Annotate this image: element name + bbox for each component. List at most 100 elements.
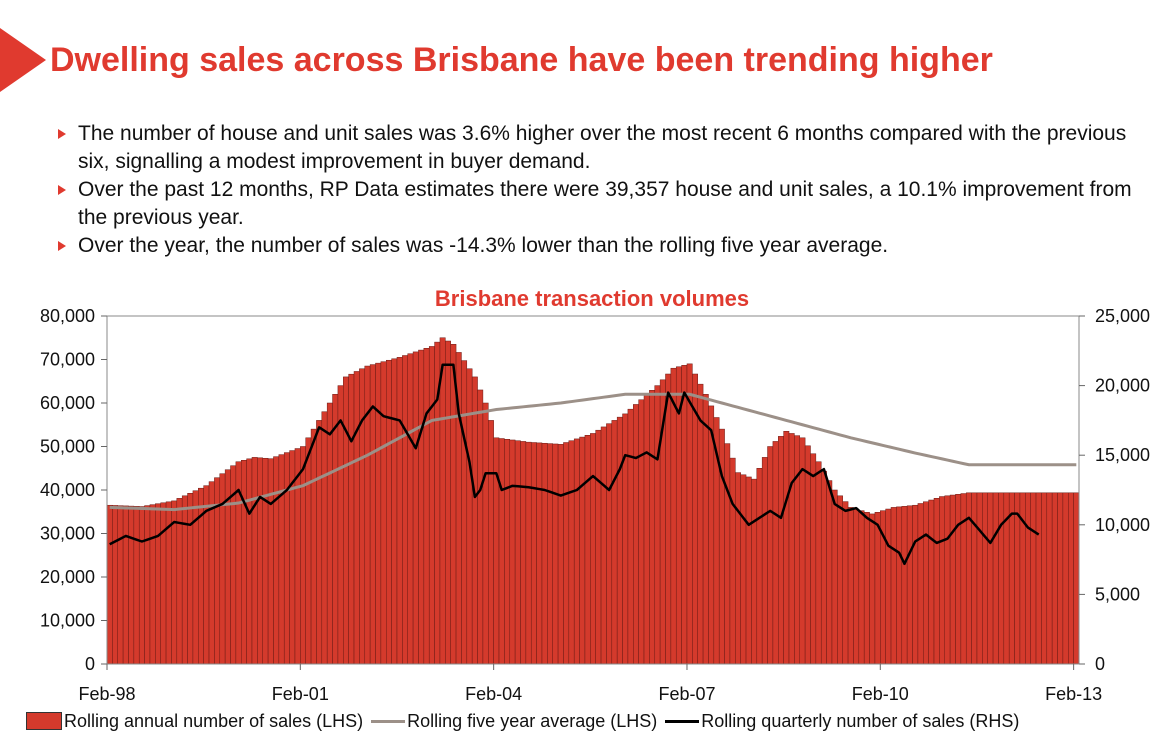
bar	[600, 426, 607, 665]
bar	[509, 439, 516, 665]
legend-label: Rolling quarterly number of sales (RHS)	[701, 710, 1020, 731]
bullet-text: Over the past 12 months, RP Data estimat…	[78, 178, 1132, 229]
bar	[423, 348, 430, 665]
bar	[155, 503, 161, 665]
five-year-average-line	[109, 392, 1077, 512]
bar	[1030, 492, 1037, 665]
bar	[1068, 492, 1074, 665]
bar	[305, 437, 312, 665]
bar	[568, 440, 575, 665]
bar	[826, 480, 833, 665]
bar	[654, 385, 661, 665]
x-tick-label: Feb-01	[272, 684, 329, 704]
bar	[697, 383, 704, 665]
bar	[386, 359, 392, 665]
bar	[112, 505, 118, 665]
bar	[321, 411, 328, 665]
bar	[869, 513, 876, 665]
bullet-item: Over the year, the number of sales was -…	[56, 232, 1156, 260]
legend-swatch-line-icon	[665, 719, 700, 723]
bar	[1041, 492, 1048, 665]
bar	[310, 428, 317, 665]
bar	[681, 365, 688, 665]
bar	[343, 376, 349, 665]
x-tick-label: Feb-13	[1045, 684, 1102, 704]
bar	[482, 402, 489, 665]
bar	[1051, 492, 1058, 665]
bar	[595, 429, 602, 665]
bar	[326, 402, 333, 665]
bullet-text: The number of house and unit sales was 3…	[78, 122, 1127, 173]
bar	[670, 367, 677, 665]
bar	[890, 507, 897, 665]
bar	[337, 385, 344, 665]
bar	[815, 461, 822, 665]
bar	[106, 504, 113, 665]
bar	[461, 360, 468, 665]
bar	[445, 340, 451, 665]
bar	[853, 508, 860, 665]
chart-legend: Rolling annual number of sales (LHS) Rol…	[26, 709, 1027, 733]
bar	[633, 404, 639, 665]
bar	[976, 492, 983, 665]
bar	[541, 442, 548, 665]
bar	[643, 394, 650, 665]
bar	[133, 506, 140, 665]
bar	[804, 445, 811, 665]
bar	[772, 441, 779, 665]
bar	[418, 349, 425, 665]
bar	[1035, 492, 1042, 665]
bar	[756, 468, 763, 665]
bar	[353, 371, 360, 665]
bar	[493, 437, 500, 665]
bar	[933, 498, 940, 665]
bar	[536, 442, 543, 665]
bar	[751, 478, 758, 665]
bar	[745, 476, 752, 665]
bar	[547, 443, 553, 665]
bar	[708, 405, 715, 665]
bar	[702, 394, 709, 665]
bar	[885, 508, 892, 665]
bar	[348, 373, 355, 665]
bullet-list: The number of house and unit sales was 3…	[56, 120, 1156, 260]
bar	[901, 506, 908, 665]
bar	[982, 492, 988, 665]
bar	[686, 363, 693, 665]
bar	[761, 457, 768, 665]
left-tick-label: 0	[85, 654, 95, 674]
bar	[514, 440, 521, 665]
right-tick-label: 20,000	[1095, 376, 1150, 396]
bar	[359, 368, 366, 665]
bar	[246, 458, 253, 665]
legend-item-quarterly: Rolling quarterly number of sales (RHS)	[665, 711, 1019, 732]
bar	[1008, 492, 1015, 665]
bar	[912, 504, 919, 665]
right-tick-label: 10,000	[1095, 515, 1150, 535]
bullet-arrow-icon	[58, 185, 66, 195]
bar	[649, 390, 656, 665]
bar	[949, 494, 956, 665]
bar	[187, 493, 194, 665]
bar	[278, 454, 285, 665]
x-tick-label: Feb-10	[852, 684, 909, 704]
left-tick-label: 70,000	[40, 350, 95, 370]
bullet-item: Over the past 12 months, RP Data estimat…	[56, 176, 1156, 232]
bar	[428, 346, 435, 665]
bar	[627, 408, 634, 665]
chart-title: Brisbane transaction volumes	[435, 286, 749, 311]
bar	[332, 394, 339, 665]
bar	[622, 413, 629, 665]
bar	[380, 361, 387, 665]
bar	[611, 420, 618, 665]
bar	[520, 441, 527, 665]
right-tick-label: 5,000	[1095, 584, 1140, 604]
bar	[1057, 492, 1064, 665]
bar	[820, 470, 827, 665]
bar	[638, 399, 645, 665]
bar	[294, 448, 301, 665]
bar	[858, 510, 865, 665]
bar	[729, 457, 736, 665]
bar	[998, 492, 1005, 665]
bar	[783, 431, 790, 665]
